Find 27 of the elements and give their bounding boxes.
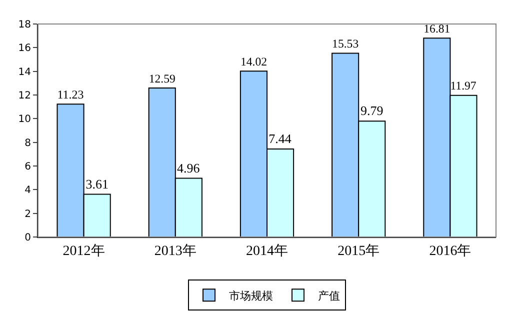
x-tick-label: 2012年 xyxy=(62,242,105,259)
data-label: 16.81 xyxy=(424,21,450,36)
x-tick-label: 2015年 xyxy=(338,242,380,259)
y-tick-label: 0 xyxy=(24,232,31,244)
data-label: 7.44 xyxy=(268,130,292,146)
y-tick-label: 14 xyxy=(18,66,31,78)
y-tick-label: 2 xyxy=(24,208,31,220)
x-tick-label: 2016年 xyxy=(429,242,472,259)
x-tick-label: 2014年 xyxy=(246,242,288,259)
y-tick-label: 8 xyxy=(24,138,31,149)
y-tick-label: 16 xyxy=(18,43,31,54)
legend-label: 市场规模 xyxy=(229,289,273,302)
data-label: 11.97 xyxy=(450,78,476,93)
x-tick-label: 2013年 xyxy=(154,242,196,259)
y-tick-label: 12 xyxy=(18,90,31,102)
data-label: 9.79 xyxy=(360,103,384,118)
y-tick-label: 4 xyxy=(24,185,31,196)
data-label: 4.96 xyxy=(177,160,200,176)
y-tick-label: 18 xyxy=(18,20,31,30)
y-tick-label: 10 xyxy=(18,114,31,126)
legend-label: 产值 xyxy=(318,289,340,302)
data-label: 12.59 xyxy=(148,71,176,86)
data-label: 14.02 xyxy=(240,54,268,68)
data-label: 15.53 xyxy=(332,36,359,51)
data-label: 3.61 xyxy=(86,176,108,192)
y-tick-label: 6 xyxy=(24,162,31,172)
data-label: 11.23 xyxy=(57,87,84,102)
